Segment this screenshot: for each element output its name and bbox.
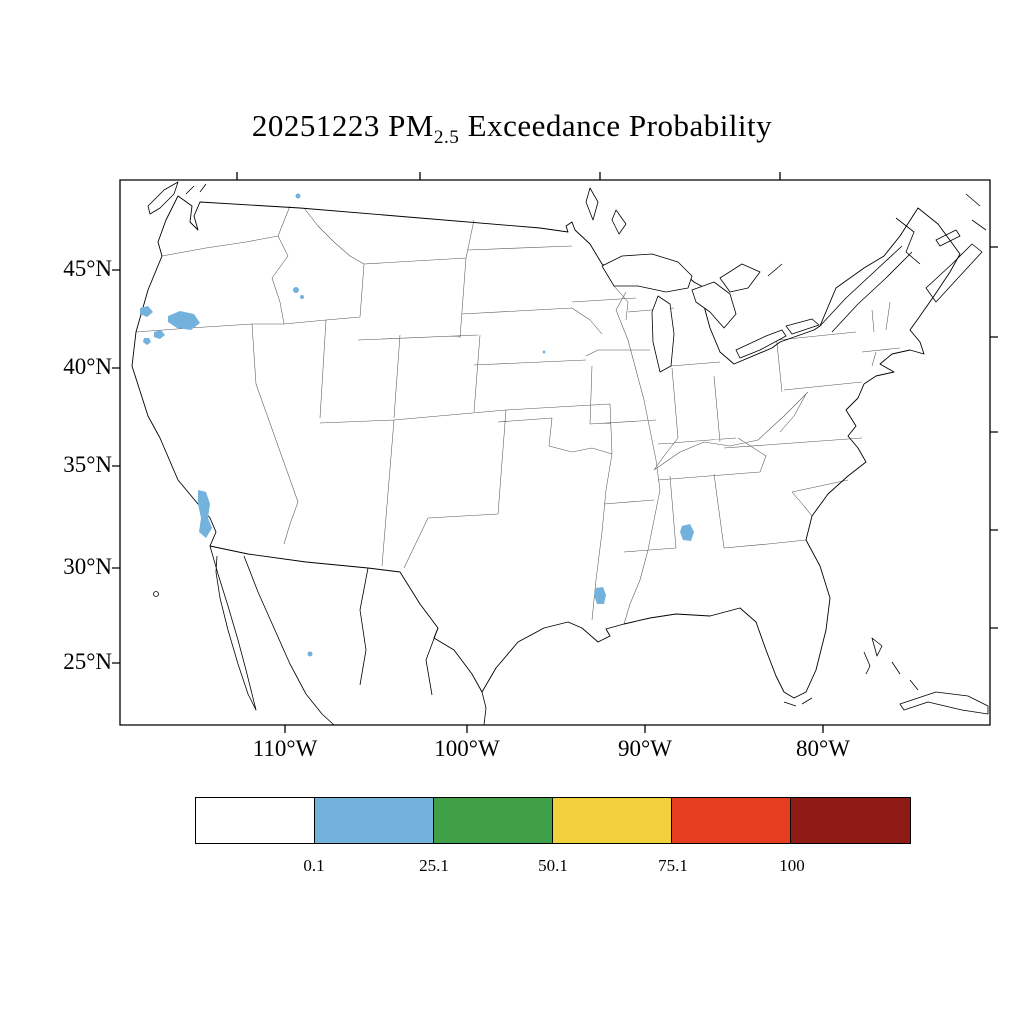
y-axis-label-35n: 35°N bbox=[63, 452, 112, 477]
patch-oregon-cluster bbox=[140, 306, 200, 345]
patch-georgia bbox=[680, 524, 694, 541]
x-axis-label-80w: 80°W bbox=[796, 736, 850, 761]
colorbar-cell-2 bbox=[433, 797, 554, 844]
colorbar-tick-3: 75.1 bbox=[658, 856, 688, 875]
map-frame bbox=[112, 172, 998, 733]
colorbar-cell-4 bbox=[671, 797, 792, 844]
colorbar-cell-3 bbox=[552, 797, 673, 844]
axis-ticks bbox=[112, 172, 998, 733]
patch-idaho-2 bbox=[300, 295, 304, 299]
y-axis-label-30n: 30°N bbox=[63, 554, 112, 579]
us-coastline bbox=[132, 196, 960, 698]
patch-southern-california bbox=[198, 490, 212, 538]
patch-idaho bbox=[293, 287, 299, 293]
colorbar-tick-2: 50.1 bbox=[538, 856, 568, 875]
us-map bbox=[100, 160, 1010, 745]
colorbar-tick-0: 0.1 bbox=[303, 856, 325, 875]
patch-mexico bbox=[307, 651, 313, 657]
x-axis-label-110w: 110°W bbox=[252, 736, 318, 761]
colorbar-tick-4: 100 bbox=[779, 856, 805, 875]
islands-cuba-bahamas bbox=[784, 638, 988, 714]
x-axis-label-90w: 90°W bbox=[618, 736, 672, 761]
y-axis-label-45n: 45°N bbox=[63, 256, 112, 281]
colorbar-legend bbox=[195, 797, 911, 844]
lake-superior bbox=[602, 254, 692, 292]
lake-ontario bbox=[786, 319, 819, 334]
great-lakes bbox=[602, 254, 819, 372]
lake-erie bbox=[736, 330, 786, 358]
patch-midwest bbox=[542, 350, 546, 354]
title-suffix: Exceedance Probability bbox=[459, 108, 773, 143]
lake-michigan bbox=[652, 296, 674, 372]
patch-british-columbia bbox=[295, 193, 301, 199]
colorbar-cell-0 bbox=[195, 797, 316, 844]
y-axis-label-40n: 40°N bbox=[63, 354, 112, 379]
colorbar-cell-5 bbox=[790, 797, 911, 844]
title-subscript: 2.5 bbox=[433, 127, 460, 149]
exceedance-patches bbox=[140, 193, 694, 657]
mexico-coastline bbox=[154, 546, 487, 725]
colorbar-tick-1: 25.1 bbox=[419, 856, 449, 875]
x-axis-label-100w: 100°W bbox=[434, 736, 500, 761]
title-prefix: 20251223 PM bbox=[251, 108, 434, 143]
colorbar-cell-1 bbox=[314, 797, 435, 844]
baja-island bbox=[154, 592, 159, 597]
canada-coastline bbox=[148, 182, 986, 332]
patch-louisiana-mississippi bbox=[594, 587, 606, 604]
y-axis-label-25n: 25°N bbox=[63, 649, 112, 674]
lake-huron bbox=[692, 282, 736, 328]
page-title: 20251223 PM2.5 Exceedance Probability bbox=[0, 108, 1024, 149]
state-borders bbox=[136, 206, 900, 624]
